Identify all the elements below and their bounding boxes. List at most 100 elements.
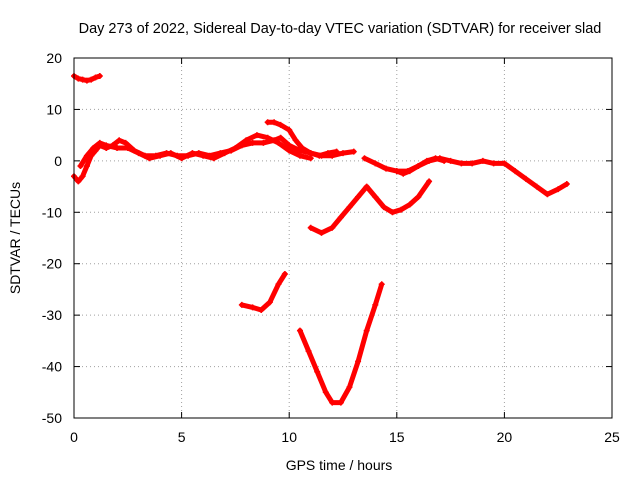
data-series-arc-9 [296, 281, 385, 406]
data-point [83, 77, 90, 84]
data-point [296, 327, 303, 334]
data-point [221, 150, 228, 157]
data-point [275, 281, 282, 288]
data-point [355, 193, 362, 200]
data-point [372, 160, 379, 167]
y-tick-label: -20 [42, 256, 62, 272]
data-point [490, 160, 497, 167]
data-point [406, 201, 413, 208]
data-point [350, 148, 357, 155]
data-point [88, 76, 95, 83]
data-point [400, 170, 407, 177]
data-point [124, 145, 131, 151]
data-point [90, 145, 97, 151]
x-tick-label: 10 [281, 429, 297, 445]
data-point [406, 168, 413, 175]
data-point [329, 399, 336, 406]
chart-title: Day 273 of 2022, Sidereal Day-to-day VTE… [79, 21, 602, 37]
data-point [249, 304, 256, 311]
data-point [340, 150, 346, 157]
data-arc [308, 178, 432, 236]
y-axis-label: SDTVAR / TECUs [7, 182, 23, 294]
data-points-layer [71, 73, 570, 406]
data-point [232, 145, 239, 151]
data-point [458, 160, 465, 167]
data-point [79, 173, 86, 180]
data-point [249, 139, 256, 146]
data-point [333, 148, 340, 155]
data-point [426, 178, 433, 185]
data-point [533, 183, 540, 190]
data-point [322, 389, 329, 396]
data-point [286, 127, 293, 133]
x-tick-label: 0 [70, 429, 78, 445]
data-point [316, 152, 323, 159]
data-point [79, 76, 86, 83]
data-point [146, 155, 153, 162]
data-point [544, 191, 551, 198]
data-point [286, 147, 293, 154]
data-point [305, 348, 312, 355]
data-point [243, 137, 250, 144]
data-point [292, 137, 299, 144]
y-tick-label: 20 [46, 50, 62, 66]
data-point [415, 193, 422, 200]
data-point [286, 142, 293, 149]
data-point [389, 209, 396, 216]
data-series-arc-7 [307, 178, 433, 236]
data-point [189, 150, 196, 157]
data-point [318, 229, 325, 236]
data-point [260, 139, 267, 146]
x-tick-label: 25 [604, 429, 620, 445]
data-point [277, 134, 284, 141]
data-point [264, 134, 271, 141]
data-point [264, 119, 271, 126]
data-point [200, 152, 207, 159]
data-point [281, 271, 288, 277]
data-point [469, 160, 476, 167]
data-point [479, 157, 486, 164]
x-tick-label: 20 [497, 429, 513, 445]
data-point [380, 204, 387, 211]
data-point [114, 145, 121, 151]
data-point [157, 152, 164, 159]
data-point [441, 157, 448, 164]
data-point [447, 157, 454, 164]
data-point [307, 150, 314, 157]
data-point [75, 178, 82, 185]
data-point [346, 384, 353, 391]
data-series-arc-4 [264, 119, 340, 159]
data-point [563, 181, 570, 187]
data-point [178, 155, 185, 162]
data-point [135, 150, 142, 157]
data-arc [265, 119, 339, 159]
data-point [555, 186, 562, 193]
data-point [432, 155, 439, 162]
data-series-arc-6 [393, 155, 448, 177]
data-point [92, 74, 99, 81]
axis-ticks [73, 57, 613, 419]
data-point [307, 224, 314, 231]
y-tick-label: 0 [54, 153, 62, 169]
data-point [329, 224, 336, 231]
data-point [393, 168, 400, 175]
data-point [83, 163, 90, 169]
data-point [266, 299, 273, 306]
data-point [314, 368, 321, 375]
data-point [75, 75, 82, 82]
x-tick-label: 15 [389, 429, 405, 445]
data-point [512, 168, 519, 175]
y-tick-label: -50 [42, 410, 62, 426]
data-point [167, 150, 174, 157]
data-point [363, 327, 370, 334]
x-tick-label: 5 [178, 429, 186, 445]
y-tick-label: -30 [42, 307, 62, 323]
x-axis-label: GPS time / hours [286, 457, 393, 473]
data-point [378, 281, 385, 288]
data-point [355, 358, 362, 365]
data-point [258, 307, 265, 313]
y-tick-label: -40 [42, 359, 62, 375]
data-point [77, 163, 84, 169]
data-point [96, 139, 103, 146]
